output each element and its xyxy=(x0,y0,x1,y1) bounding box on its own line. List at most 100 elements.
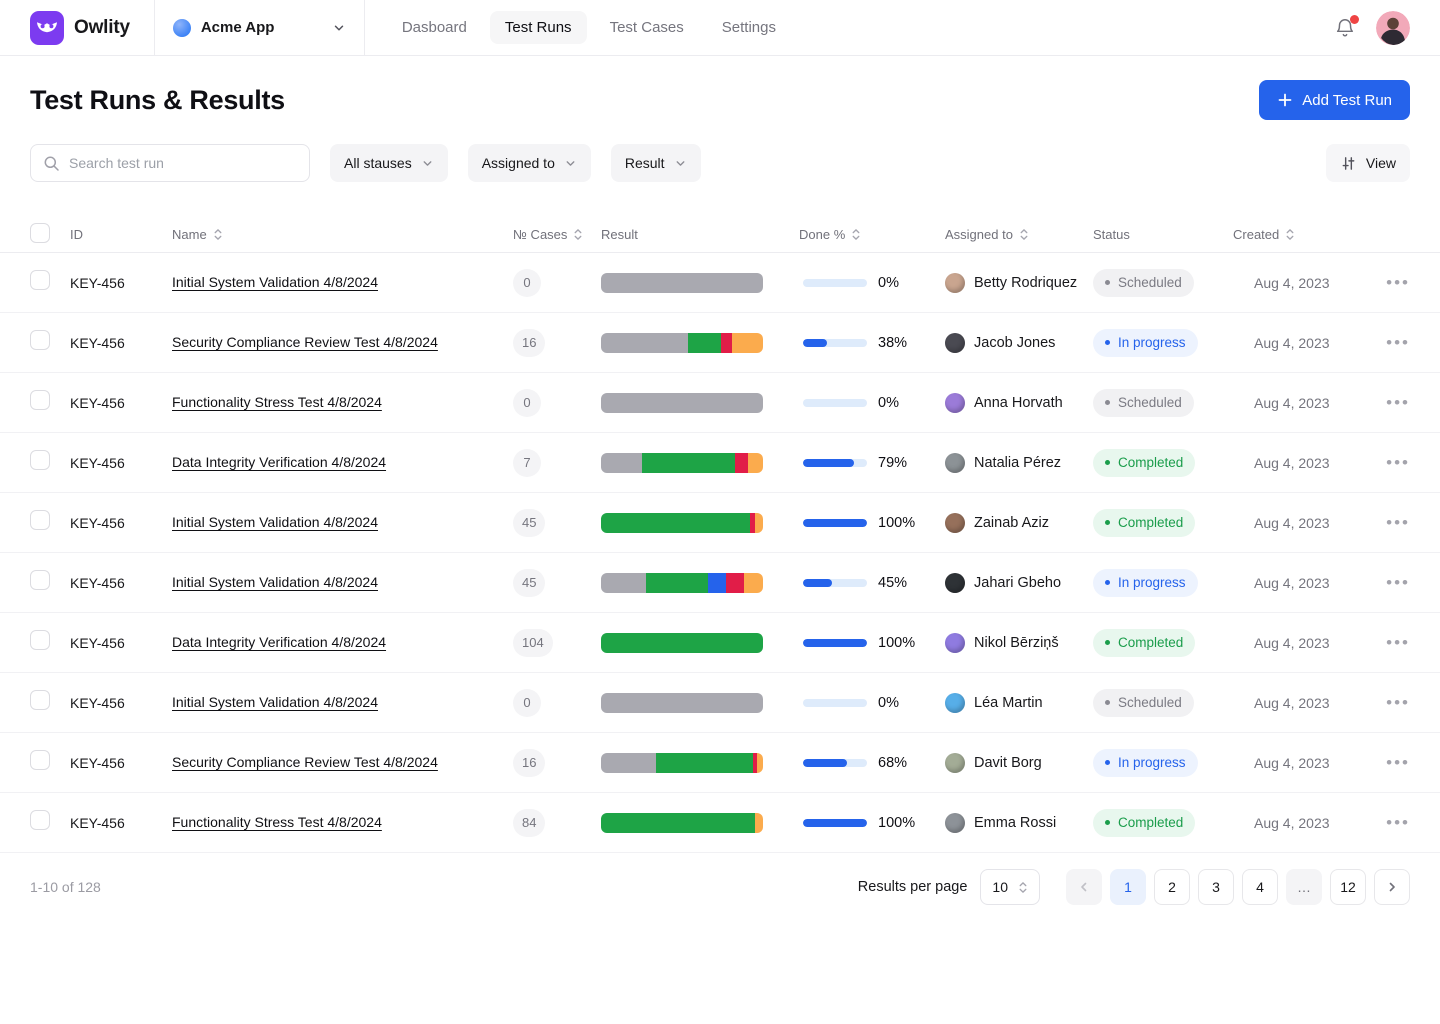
pagination: 1 2 3 4… 12 xyxy=(1066,869,1410,905)
row-actions-button[interactable]: ••• xyxy=(1353,513,1410,533)
run-id: KEY-456 xyxy=(70,574,125,591)
result-cell xyxy=(601,272,799,293)
nav-item-dasboard[interactable]: Dasboard xyxy=(401,19,467,36)
nav-item-test-cases[interactable]: Test Cases xyxy=(609,19,684,36)
chevron-down-icon xyxy=(674,157,687,170)
status-cell: Scheduled xyxy=(1093,268,1233,297)
test-runs-table: ID Name № Cases Result Done % Assigned to Stat… xyxy=(0,216,1440,853)
page-button-2[interactable]: 2 xyxy=(1154,869,1190,905)
assignee-avatar xyxy=(945,272,965,293)
created-date: Aug 4, 2023 xyxy=(1254,394,1330,411)
assignee-cell: Davit Borg xyxy=(945,752,1093,773)
assignee-name: Jahari Gbeho xyxy=(974,574,1062,591)
row-checkbox[interactable] xyxy=(30,330,50,350)
workspace-selector[interactable]: Acme App xyxy=(155,0,365,55)
row-checkbox[interactable] xyxy=(30,810,50,830)
run-name-link[interactable]: Functionality Stress Test 4/8/2024 xyxy=(172,813,382,830)
row-actions-button[interactable]: ••• xyxy=(1353,393,1410,413)
row-checkbox[interactable] xyxy=(30,570,50,590)
cases-cell: 7 xyxy=(513,448,601,477)
cases-count-badge: 16 xyxy=(513,748,546,777)
status-label: In progress xyxy=(1118,755,1186,770)
done-percent-label: 68% xyxy=(878,754,908,771)
done-percent-label: 100% xyxy=(878,514,916,531)
cases-cell: 0 xyxy=(513,268,601,297)
run-name-link[interactable]: Security Compliance Review Test 4/8/2024 xyxy=(172,753,438,770)
status-badge: Completed xyxy=(1093,628,1196,657)
row-checkbox[interactable] xyxy=(30,510,50,530)
created-date: Aug 4, 2023 xyxy=(1254,454,1330,471)
view-button[interactable]: View xyxy=(1325,144,1410,182)
row-checkbox[interactable] xyxy=(30,750,50,770)
pagination-ellipsis[interactable]: … xyxy=(1286,869,1322,905)
run-name-link[interactable]: Initial System Validation 4/8/2024 xyxy=(172,513,378,530)
result-segment-green xyxy=(601,512,751,533)
next-page-button[interactable] xyxy=(1374,869,1410,905)
row-checkbox[interactable] xyxy=(30,690,50,710)
assignee-name: Zainab Aziz xyxy=(974,514,1049,531)
previous-page-button[interactable] xyxy=(1066,869,1102,905)
column-header-status: Status xyxy=(1093,227,1233,242)
result-cell xyxy=(601,392,799,413)
search-icon xyxy=(43,155,60,172)
select-all-checkbox[interactable] xyxy=(30,222,50,243)
add-test-run-button[interactable]: Add Test Run xyxy=(1259,80,1410,120)
column-header-name[interactable]: Name xyxy=(172,227,513,242)
column-header-cases[interactable]: № Cases xyxy=(513,227,601,242)
row-actions-button[interactable]: ••• xyxy=(1353,693,1410,713)
run-name-cell: Initial System Validation 4/8/2024 xyxy=(172,514,513,532)
assignee-name: Nikol Bērziņš xyxy=(974,634,1059,651)
column-label: Name xyxy=(172,226,207,242)
nav-item-test-runs[interactable]: Test Runs xyxy=(489,11,587,44)
cases-count-badge: 84 xyxy=(513,808,546,837)
filter-dropdown-assigned-to[interactable]: Assigned to xyxy=(467,144,591,182)
user-avatar[interactable] xyxy=(1376,10,1410,45)
row-actions-button[interactable]: ••• xyxy=(1353,813,1410,833)
status-cell: Completed xyxy=(1093,808,1233,837)
row-actions-button[interactable]: ••• xyxy=(1353,333,1410,353)
column-header-done[interactable]: Done % xyxy=(799,227,945,242)
row-actions-button[interactable]: ••• xyxy=(1353,633,1410,653)
filter-dropdown-all-stauses[interactable]: All stauses xyxy=(330,144,448,182)
cases-count-badge: 45 xyxy=(513,508,546,537)
column-header-created[interactable]: Created xyxy=(1233,227,1353,242)
column-header-assigned-to[interactable]: Assigned to xyxy=(945,227,1093,242)
run-name-link[interactable]: Data Integrity Verification 4/8/2024 xyxy=(172,633,387,650)
page-button-3[interactable]: 3 xyxy=(1198,869,1234,905)
row-actions-button[interactable]: ••• xyxy=(1353,453,1410,473)
run-name-link[interactable]: Security Compliance Review Test 4/8/2024 xyxy=(172,333,438,350)
row-checkbox[interactable] xyxy=(30,270,50,290)
run-name-link[interactable]: Functionality Stress Test 4/8/2024 xyxy=(172,393,382,410)
run-name-link[interactable]: Data Integrity Verification 4/8/2024 xyxy=(172,453,387,470)
created-date: Aug 4, 2023 xyxy=(1254,754,1330,771)
result-segment-gray xyxy=(601,452,642,473)
search-input[interactable] xyxy=(69,155,297,171)
done-percent-label: 100% xyxy=(878,634,916,651)
run-name-link[interactable]: Initial System Validation 4/8/2024 xyxy=(172,273,378,290)
page-button-4[interactable]: 4 xyxy=(1242,869,1278,905)
row-checkbox[interactable] xyxy=(30,450,50,470)
row-actions-button[interactable]: ••• xyxy=(1353,573,1410,593)
status-badge: Completed xyxy=(1093,448,1196,477)
page-button-1[interactable]: 1 xyxy=(1110,869,1146,905)
created-date: Aug 4, 2023 xyxy=(1254,334,1330,351)
run-name-cell: Initial System Validation 4/8/2024 xyxy=(172,694,513,712)
search-box[interactable] xyxy=(30,144,310,182)
row-actions-button[interactable]: ••• xyxy=(1353,753,1410,773)
row-actions-button[interactable]: ••• xyxy=(1353,273,1410,293)
page-size-select[interactable]: 10 xyxy=(980,869,1040,905)
page-button-12[interactable]: 12 xyxy=(1330,869,1366,905)
run-name-link[interactable]: Initial System Validation 4/8/2024 xyxy=(172,573,378,590)
done-percent-label: 45% xyxy=(878,574,908,591)
notifications-button[interactable] xyxy=(1332,14,1359,41)
run-name-link[interactable]: Initial System Validation 4/8/2024 xyxy=(172,693,378,710)
status-dot-icon xyxy=(1105,400,1110,405)
nav-item-settings[interactable]: Settings xyxy=(721,19,776,36)
table-row: KEY-456 Initial System Validation 4/8/202… xyxy=(0,493,1440,553)
table-row: KEY-456 Data Integrity Verification 4/8/2… xyxy=(0,433,1440,493)
done-cell: 38% xyxy=(799,335,945,351)
done-progress-track xyxy=(803,578,867,587)
filter-dropdown-result[interactable]: Result xyxy=(610,144,701,182)
row-checkbox[interactable] xyxy=(30,630,50,650)
row-checkbox[interactable] xyxy=(30,390,50,410)
